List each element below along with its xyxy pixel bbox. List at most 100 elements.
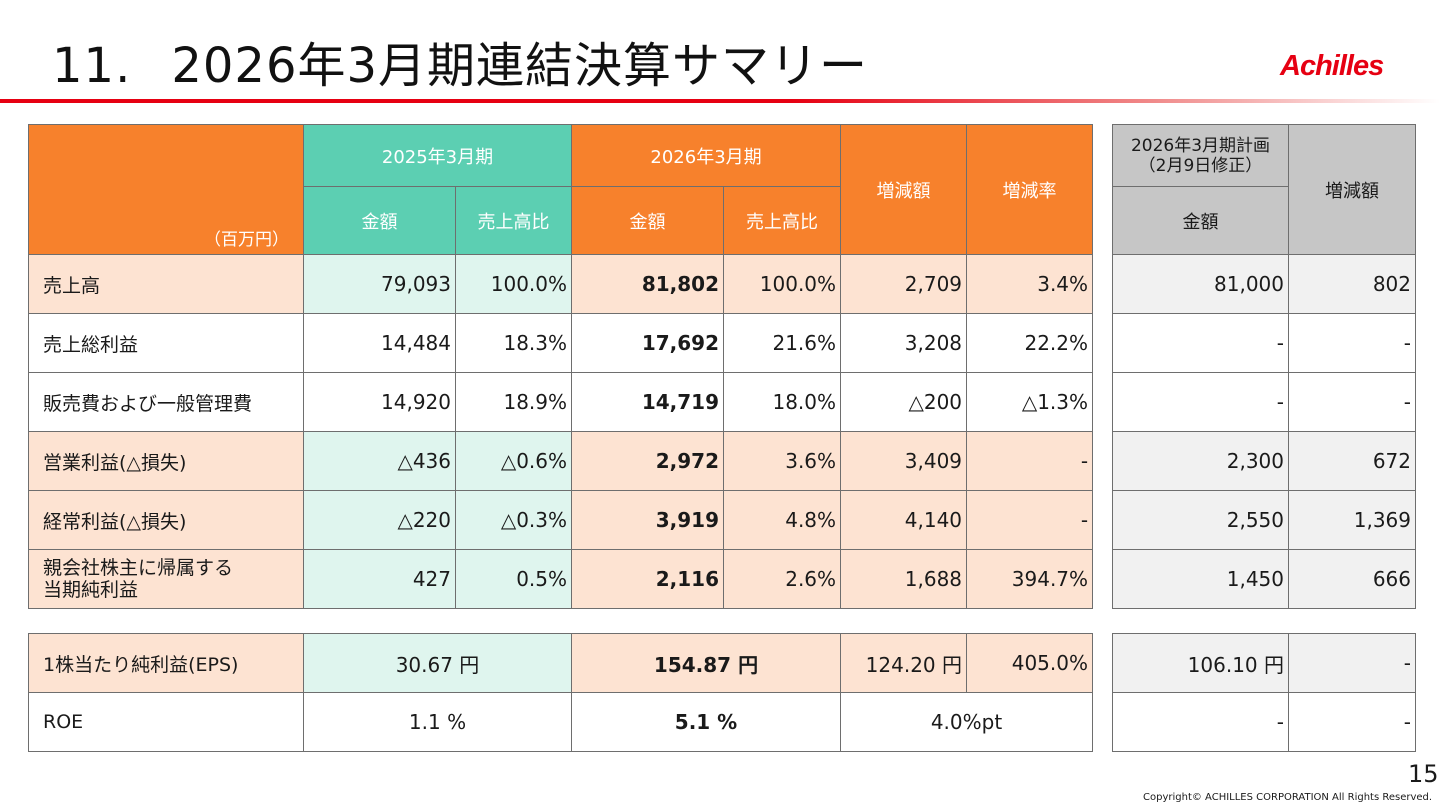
row-label: 親会社株主に帰属する 当期純利益 — [28, 549, 304, 609]
curr-ratio: 2.6% — [723, 549, 842, 609]
eps-plan-change: - — [1288, 633, 1416, 693]
table-row: ROE 1.1 % 5.1 % 4.0%pt — [28, 692, 1093, 752]
row-label: 営業利益(△損失) — [28, 431, 304, 491]
plan-change: - — [1288, 313, 1416, 373]
plan-header-amount: 金額 — [1112, 186, 1289, 255]
prev-amount: 14,920 — [303, 372, 456, 432]
plan-header-change: 増減額 — [1288, 124, 1416, 255]
header-prev-amount: 金額 — [303, 186, 456, 255]
roe-plan-change: - — [1288, 692, 1416, 752]
change-rate: △1.3% — [966, 372, 1094, 432]
plan-amount: 1,450 — [1112, 549, 1289, 609]
header-divider — [0, 99, 1440, 103]
change: 1,688 — [840, 549, 968, 609]
unit-label: （百万円） — [28, 124, 304, 255]
header-prev-ratio: 売上高比 — [454, 186, 573, 255]
plan-change: 666 — [1288, 549, 1416, 609]
header-fy2026: 2026年3月期 — [571, 124, 842, 187]
plan-amount: 81,000 — [1112, 254, 1289, 314]
change-rate: - — [966, 490, 1094, 550]
eps-change-rate: 405.0% — [966, 633, 1093, 693]
curr-ratio: 21.6% — [723, 313, 842, 373]
curr-amount: 3,919 — [571, 490, 725, 550]
curr-ratio: 100.0% — [723, 254, 842, 314]
prev-amount: △220 — [303, 490, 456, 550]
row-label: 売上高 — [28, 254, 304, 314]
table-row: 2,300 672 — [1112, 431, 1416, 491]
copyright: Copyright© ACHILLES CORPORATION All Righ… — [1143, 792, 1433, 803]
row-label-line2: 当期純利益 — [43, 579, 139, 601]
change: △200 — [840, 372, 968, 432]
curr-amount: 2,972 — [571, 431, 725, 491]
change: 4,140 — [840, 490, 968, 550]
curr-amount: 14,719 — [571, 372, 725, 432]
prev-amount: △436 — [303, 431, 456, 491]
eps-prev: 30.67 円 — [303, 633, 572, 693]
curr-ratio: 4.8% — [723, 490, 842, 550]
prev-amount: 427 — [303, 549, 456, 609]
prev-amount: 79,093 — [303, 254, 456, 314]
change-rate: 3.4% — [966, 254, 1094, 314]
table-row: 売上高 79,093 100.0% 81,802 100.0% 2,709 3.… — [28, 254, 1094, 314]
change-rate: - — [966, 431, 1094, 491]
curr-amount: 81,802 — [571, 254, 725, 314]
header-fy2025: 2025年3月期 — [302, 124, 573, 187]
prev-ratio: 0.5% — [454, 549, 573, 609]
prev-ratio: 18.9% — [454, 372, 573, 432]
table-row: - - — [1112, 692, 1416, 752]
slide-title: 11. 2026年3月期連結決算サマリー — [52, 26, 868, 96]
plan-amount: - — [1112, 313, 1289, 373]
change-rate: 394.7% — [966, 549, 1094, 609]
plan-amount: 2,550 — [1112, 490, 1289, 550]
eps-plan-amount: 106.10 円 — [1112, 633, 1289, 693]
table-row: 親会社株主に帰属する 当期純利益 427 0.5% 2,116 2.6% 1,68… — [28, 549, 1094, 609]
prev-ratio: 100.0% — [454, 254, 573, 314]
roe-label: ROE — [28, 692, 304, 752]
table-row: 経常利益(△損失) △220 △0.3% 3,919 4.8% 4,140 - — [28, 490, 1094, 550]
curr-ratio: 18.0% — [723, 372, 842, 432]
header-change-rate: 増減率 — [966, 124, 1094, 255]
table-row: 106.10 円 - — [1112, 633, 1416, 693]
per-share-table: 1株当たり純利益(EPS) 30.67 円 154.87 円 124.20 円 … — [28, 633, 1093, 752]
header-change: 増減額 — [840, 124, 968, 255]
roe-curr: 5.1 % — [571, 692, 841, 752]
change-rate: 22.2% — [966, 313, 1094, 373]
plan-header-line2: （2月9日修正） — [1138, 155, 1263, 176]
table-row: 1,450 666 — [1112, 549, 1416, 609]
row-label: 売上総利益 — [28, 313, 304, 373]
eps-label: 1株当たり純利益(EPS) — [28, 633, 304, 693]
header-curr-ratio: 売上高比 — [723, 186, 842, 255]
prev-ratio: 18.3% — [454, 313, 573, 373]
plan-change: 672 — [1288, 431, 1416, 491]
curr-amount: 2,116 — [571, 549, 725, 609]
roe-change: 4.0%pt — [840, 692, 1093, 752]
financial-summary-table: （百万円） 2025年3月期 2026年3月期 増減額 増減率 金額 売上高比 … — [28, 124, 1094, 609]
prev-ratio: △0.6% — [454, 431, 573, 491]
prev-amount: 14,484 — [303, 313, 456, 373]
plan-change: - — [1288, 372, 1416, 432]
change: 3,409 — [840, 431, 968, 491]
table-row: - - — [1112, 313, 1416, 373]
plan-header-line1: 2026年3月期計画 — [1130, 135, 1271, 156]
roe-plan-amount: - — [1112, 692, 1289, 752]
change: 2,709 — [840, 254, 968, 314]
plan-header: 2026年3月期計画 （2月9日修正） — [1112, 124, 1289, 187]
roe-prev: 1.1 % — [303, 692, 572, 752]
section-number: 11. — [52, 38, 132, 94]
eps-change: 124.20 円 — [840, 633, 967, 693]
eps-curr: 154.87 円 — [571, 633, 841, 693]
curr-amount: 17,692 — [571, 313, 725, 373]
prev-ratio: △0.3% — [454, 490, 573, 550]
plan-amount: - — [1112, 372, 1289, 432]
achilles-logo: Achilles — [1280, 50, 1384, 82]
table-row: 1株当たり純利益(EPS) 30.67 円 154.87 円 124.20 円 … — [28, 633, 1093, 693]
curr-ratio: 3.6% — [723, 431, 842, 491]
plan-amount: 2,300 — [1112, 431, 1289, 491]
per-share-plan-table: 106.10 円 - - - — [1112, 633, 1416, 752]
plan-table: 2026年3月期計画 （2月9日修正） 増減額 金額 81,000 802 - -… — [1112, 124, 1416, 609]
row-label: 経常利益(△損失) — [28, 490, 304, 550]
table-row: 営業利益(△損失) △436 △0.6% 2,972 3.6% 3,409 - — [28, 431, 1094, 491]
page-number: 15 — [1408, 760, 1439, 788]
plan-change: 1,369 — [1288, 490, 1416, 550]
change: 3,208 — [840, 313, 968, 373]
